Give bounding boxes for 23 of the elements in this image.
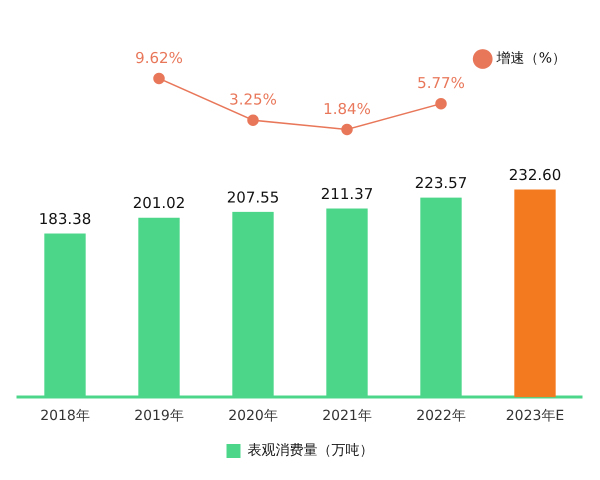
data-label: 232.60 xyxy=(508,166,562,184)
x-tick-label: 2021年 xyxy=(322,408,372,424)
x-tick-label: 2019年 xyxy=(134,408,184,424)
point xyxy=(247,114,259,126)
point xyxy=(153,72,165,84)
data-label: 5.77% xyxy=(417,74,465,92)
x-tick-label: 2022年 xyxy=(416,408,466,424)
legend-label: 增速（%） xyxy=(496,50,566,67)
legend-label: 表观消费量（万吨） xyxy=(248,442,374,459)
bar xyxy=(514,190,556,398)
data-label: 9.62% xyxy=(135,48,183,67)
data-label: 223.57 xyxy=(414,174,468,192)
x-tick-label: 2018年 xyxy=(40,408,90,424)
data-label: 183.38 xyxy=(38,210,92,228)
data-label: 207.55 xyxy=(226,188,280,206)
x-tick-label: 2020年 xyxy=(228,408,278,424)
data-label: 1.84% xyxy=(323,100,371,118)
point xyxy=(435,98,447,110)
x-tick-label: 2023年E xyxy=(506,408,564,424)
point xyxy=(341,124,353,136)
data-label: 201.02 xyxy=(132,194,186,212)
data-label: 3.25% xyxy=(229,90,277,109)
data-label: 211.37 xyxy=(320,184,374,203)
